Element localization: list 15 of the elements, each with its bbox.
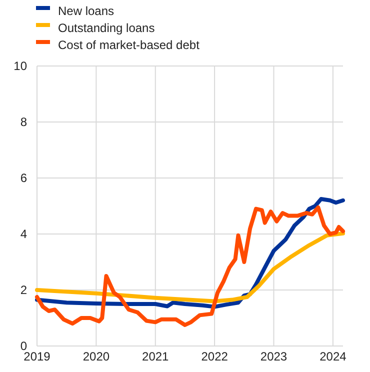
line-series — [35, 205, 345, 327]
legend-label: Outstanding loans — [58, 21, 155, 35]
legend-label: New loans — [58, 4, 114, 18]
y-tick-label: 6 — [20, 170, 28, 185]
x-tick-label: 2020 — [82, 350, 110, 364]
x-tick-label: 2024 — [320, 350, 347, 364]
x-tick-label: 2023 — [260, 350, 288, 364]
x-tick-label: 2021 — [142, 350, 170, 364]
line-series — [35, 231, 345, 304]
y-tick-label: 10 — [14, 58, 28, 73]
y-tick-label: 2 — [20, 282, 28, 297]
y-tick-label: 4 — [20, 226, 28, 241]
legend-label: Cost of market-based debt — [58, 38, 200, 52]
y-tick-label: 8 — [20, 114, 28, 129]
x-tick-label: 2022 — [201, 350, 228, 364]
